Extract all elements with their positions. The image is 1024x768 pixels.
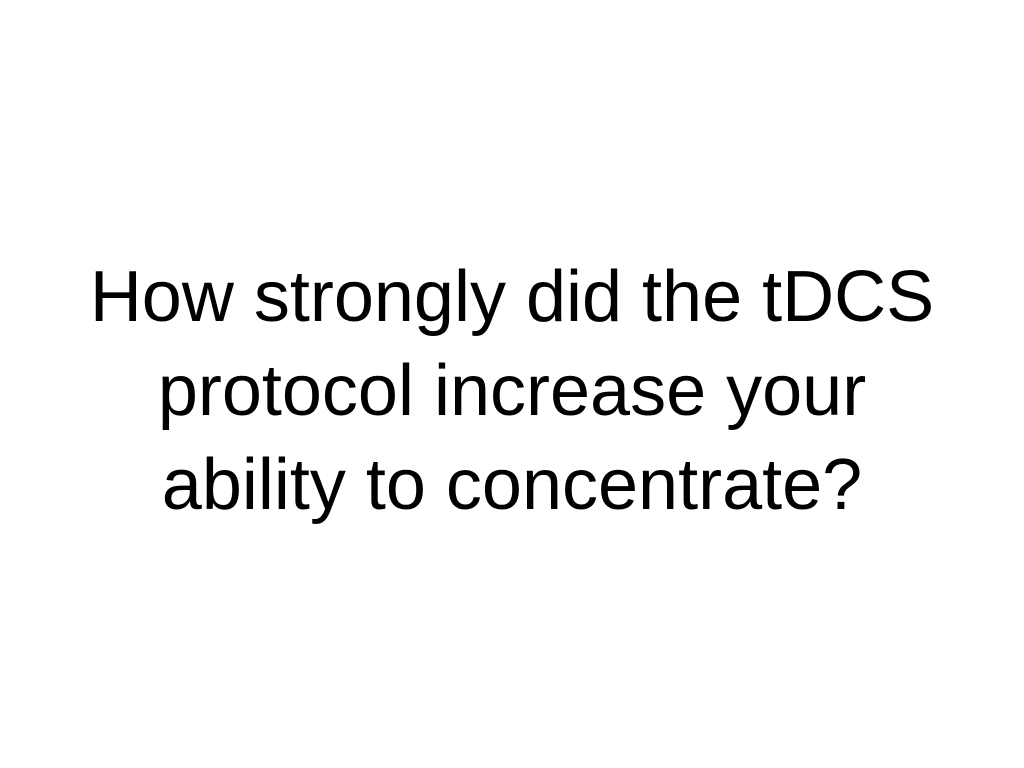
question-line-3: ability to concentrate? bbox=[161, 445, 863, 525]
question-line-2: protocol increase your bbox=[157, 351, 867, 431]
question-line-1: How strongly did the tDCS bbox=[89, 257, 935, 337]
question-prompt: How strongly did the tDCS protocol incre… bbox=[0, 250, 1024, 532]
